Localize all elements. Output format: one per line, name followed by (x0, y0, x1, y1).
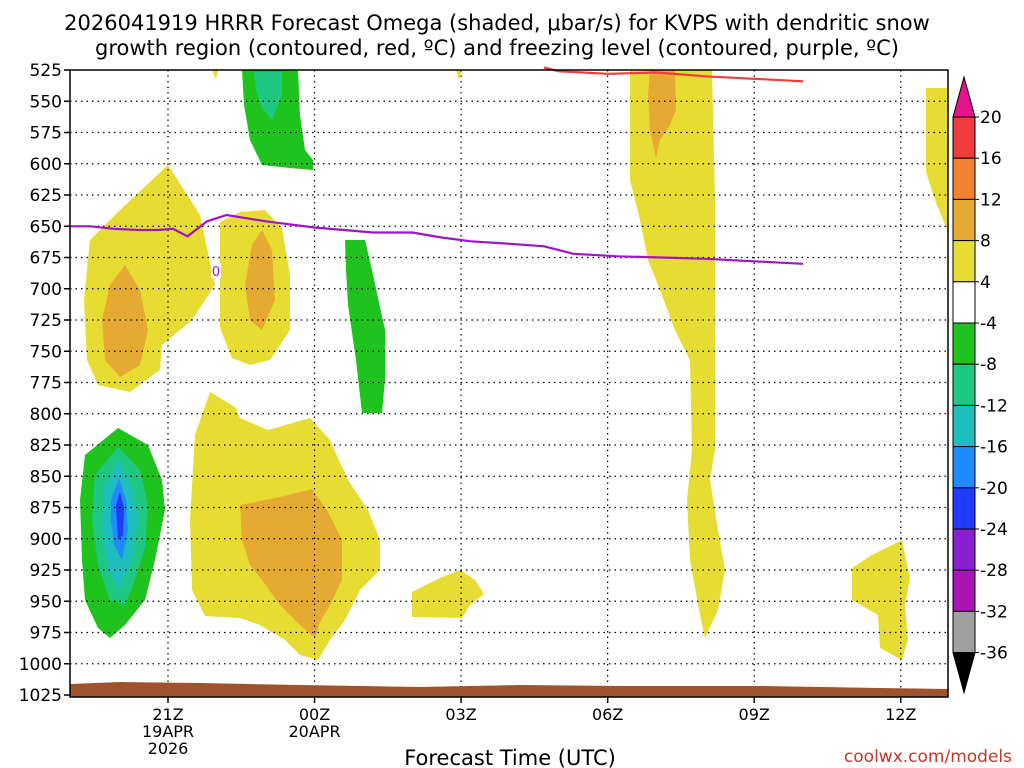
colorbar-swatch (952, 446, 976, 489)
colorbar-label: 20 (980, 108, 1002, 128)
shade-green-column (345, 240, 385, 413)
colorbar-swatch (952, 528, 976, 571)
colorbar-label: -24 (980, 520, 1008, 540)
y-tick-label: 775 (30, 374, 62, 394)
colorbar-label: -8 (980, 355, 997, 375)
shade-orange-midupper (245, 230, 275, 330)
x-tick-sublabel-year: 2026 (148, 739, 189, 758)
shade-yellow-right-upper (926, 88, 948, 232)
colorbar-swatch (952, 281, 976, 324)
y-tick-label: 650 (30, 217, 62, 237)
y-tick-label: 625 (30, 186, 62, 206)
colorbar-label: -28 (980, 561, 1008, 581)
y-tick-label: 825 (30, 436, 62, 456)
y-tick-label: 875 (30, 499, 62, 519)
y-tick-label: 1025 (19, 686, 62, 706)
x-tick-label: 06Z (592, 705, 623, 724)
colorbar-label: -32 (980, 602, 1008, 622)
colorbar: 20 16 12 8 4 -4 -8 -12 -16 -20 -24 -28 -32 -36 (952, 75, 1008, 695)
shade-blue-lower (116, 492, 124, 540)
title-line-2: growth region (contoured, red, ºC) and f… (95, 36, 899, 60)
y-tick-label: 600 (30, 155, 62, 175)
dendritic-growth-line (543, 66, 804, 83)
y-axis: 525 550 575 600 625 650 675 700 725 750 775 800 825 8… (19, 61, 70, 706)
x-tick-sublabel-date: 19APR (142, 722, 194, 741)
freezing-level-label: 0 (211, 263, 221, 280)
colorbar-swatch (952, 569, 976, 612)
colorbar-swatch (952, 610, 976, 654)
shade-yellow-left (84, 165, 215, 392)
colorbar-label: -12 (980, 396, 1008, 416)
y-tick-label: 525 (30, 61, 62, 81)
credit-text: coolwx.com/models (844, 747, 1012, 767)
y-tick-label: 925 (30, 561, 62, 581)
y-tick-label: 1000 (19, 655, 62, 675)
colorbar-swatch (952, 404, 976, 448)
colorbar-label: 12 (980, 190, 1002, 210)
y-tick-label: 725 (30, 311, 62, 331)
shade-teal-upper (254, 72, 282, 120)
x-tick-sublabel-date: 20APR (289, 722, 341, 741)
colorbar-swatch (952, 487, 976, 530)
y-tick-label: 850 (30, 467, 62, 487)
plot-frame (69, 69, 949, 698)
y-tick-label: 675 (30, 249, 62, 269)
chart-title: 2026041919 HRRR Forecast Omega (shaded, … (64, 11, 930, 60)
y-tick-label: 975 (30, 624, 62, 644)
y-tick-label: 575 (30, 124, 62, 144)
shade-orange-left (102, 265, 148, 377)
colorbar-label: 16 (980, 149, 1002, 169)
colorbar-swatch (952, 157, 976, 200)
shade-orange-lower (240, 489, 342, 638)
omega-shading (80, 70, 948, 660)
x-axis-label: Forecast Time (UTC) (404, 746, 616, 768)
shade-orange-column (648, 70, 676, 158)
colorbar-swatch (952, 240, 976, 283)
y-tick-label: 700 (30, 280, 62, 300)
terrain-ground (70, 682, 948, 697)
contour-lines (70, 66, 804, 265)
x-tick-label: 21Z (152, 705, 183, 724)
colorbar-label: -4 (980, 314, 997, 334)
y-tick-label: 550 (30, 92, 62, 112)
freezing-level-line (70, 213, 804, 265)
shade-yellow-small (412, 570, 484, 618)
colorbar-label: 8 (980, 232, 991, 252)
x-tick-label: 12Z (885, 705, 916, 724)
contour-label-bg (211, 263, 221, 278)
colorbar-label: -20 (980, 479, 1008, 499)
colorbar-label: -16 (980, 438, 1008, 458)
shade-yellow-sliver-a (212, 70, 218, 80)
y-tick-label: 950 (30, 592, 62, 612)
colorbar-top-arrow (952, 75, 976, 118)
y-tick-label: 800 (30, 405, 62, 425)
y-tick-label: 900 (30, 530, 62, 550)
shade-yellow-sliver-b (456, 70, 462, 80)
x-tick-label: 00Z (299, 705, 330, 724)
colorbar-bottom-arrow (952, 652, 976, 695)
x-tick-label: 03Z (445, 705, 476, 724)
colorbar-label: -36 (980, 644, 1008, 664)
y-tick-label: 750 (30, 342, 62, 362)
shade-yellow-column (630, 70, 725, 638)
colorbar-label: 4 (980, 273, 991, 293)
x-tick-label: 09Z (739, 705, 770, 724)
colorbar-swatch (952, 116, 976, 159)
contour-label: 0 (212, 265, 220, 280)
colorbar-swatch (952, 363, 976, 406)
title-line-1: 2026041919 HRRR Forecast Omega (shaded, … (64, 11, 930, 35)
colorbar-swatch (952, 322, 976, 365)
colorbar-swatch (952, 198, 976, 242)
